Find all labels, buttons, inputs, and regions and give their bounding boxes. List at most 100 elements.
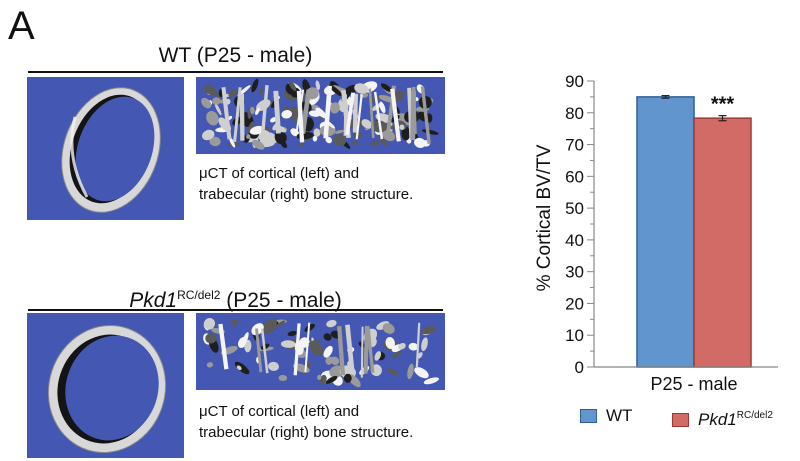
legend-swatch-wt (580, 409, 597, 423)
trabecula-strut (201, 97, 212, 109)
trabecula-strut (312, 135, 318, 142)
trabecula-strut (407, 363, 414, 380)
trabecula-strut (398, 342, 406, 350)
trabecula-strut (250, 106, 255, 115)
trabecula-column (390, 88, 401, 142)
trabecula-strut (317, 374, 322, 380)
trabecula-strut (274, 130, 287, 145)
wt-cortical-ring-graphic (61, 87, 161, 213)
trabecula-strut (423, 377, 440, 385)
trabecula-strut (323, 345, 333, 358)
trabecula-strut (333, 134, 347, 146)
trabecula-strut (258, 88, 264, 95)
trabecula-strut (387, 368, 399, 376)
trabecula-strut (379, 101, 386, 114)
mutant-allele-superscript: RC/del2 (177, 288, 221, 302)
trabecula-strut (203, 84, 216, 95)
trabecula-strut (414, 137, 426, 148)
trabecula-strut (315, 107, 327, 119)
trabecula-strut (319, 374, 327, 385)
mutant-caption-line-1: μCT of cortical (left) and (199, 403, 360, 420)
mutant-gene-name: Pkd1 (129, 289, 178, 312)
trabecula-strut (209, 136, 221, 147)
trabecula-strut (313, 128, 321, 137)
legend-label-mutant-superscript: RC/del2 (736, 410, 773, 421)
trabecula-strut (262, 318, 277, 334)
trabecula-strut (315, 80, 321, 91)
trabecula-column (255, 328, 263, 373)
trabecula-strut (421, 325, 437, 335)
mutant-group-title: Pkd1RC/del2 (P25 - male) (28, 283, 443, 313)
trabecula-column (352, 93, 358, 133)
trabecula-strut (255, 107, 260, 116)
legend-item-wt: WT (580, 406, 632, 426)
trabecula-strut (381, 129, 396, 142)
trabecula-strut (392, 350, 402, 359)
x-tick-label: P25 - male (650, 374, 737, 394)
cortical-bvtv-bar-chart: % Cortical BV/TV 0 10 20 30 40 50 60 70 80 90 P25… (534, 72, 778, 394)
trabecula-strut (206, 362, 214, 368)
trabecula-strut (401, 126, 411, 141)
y-tick-label: 40 (565, 231, 584, 250)
y-tick-label: 50 (565, 199, 584, 218)
trabecula-strut (361, 119, 372, 129)
trabecula-strut (230, 318, 238, 327)
trabecula-column (373, 91, 384, 140)
trabecula-column (337, 326, 346, 376)
trabecula-strut (385, 337, 395, 349)
mutant-trabecular-image (196, 313, 445, 390)
trabecula-strut (399, 124, 405, 130)
trabecula-strut (325, 375, 338, 384)
trabecula-strut (330, 356, 340, 365)
trabecula-strut (234, 361, 250, 375)
trabecula-strut (268, 361, 279, 371)
trabecula-strut (270, 117, 277, 123)
trabecula-strut (274, 320, 286, 329)
wt-title-rule (28, 71, 443, 73)
bars (636, 95, 752, 368)
trabecula-strut (205, 333, 217, 344)
bar-wt (636, 96, 695, 368)
trabecula-column (323, 85, 332, 139)
y-axis-label: % Cortical BV/TV (534, 144, 555, 291)
trabecula-strut (380, 83, 392, 92)
trabecula-strut (280, 340, 296, 348)
trabecula-strut (247, 121, 255, 134)
trabecula-strut (278, 374, 288, 382)
y-tick-label: 90 (565, 72, 584, 91)
trabecula-column (415, 322, 421, 369)
trabecula-strut (329, 365, 344, 378)
wt-group-title: WT (P25 - male) (158, 44, 313, 67)
panel-label: A (8, 4, 35, 48)
trabecula-strut (246, 134, 251, 139)
trabecula-strut (236, 365, 242, 371)
trabecula-strut (408, 342, 419, 351)
trabecula-strut (212, 97, 221, 105)
trabecula-strut (252, 139, 265, 150)
trabecula-column (420, 86, 431, 144)
mutant-title-rule (28, 309, 443, 311)
trabecula-strut (251, 78, 259, 93)
trabecula-column (260, 84, 269, 142)
legend-label-wt: WT (606, 406, 633, 425)
trabecula-strut (325, 356, 333, 365)
legend-swatch-mutant (672, 413, 689, 427)
trabecula-strut (370, 140, 380, 147)
trabecula-strut (354, 83, 369, 94)
trabecula-strut (241, 332, 249, 347)
legend-label-mutant-gene: Pkd1 (698, 410, 737, 429)
trabecula-column (355, 94, 363, 140)
trabecula-strut (421, 337, 428, 352)
legend-item-mutant: Pkd1RC/del2 (672, 406, 773, 430)
bar-mutant (693, 117, 752, 368)
y-tick-label: 80 (565, 104, 584, 123)
trabecula-strut (249, 125, 265, 135)
wt-caption-line-2: trabecular (right) bone structure. (199, 186, 414, 203)
y-tick-label: 30 (565, 263, 584, 282)
trabecula-strut (334, 129, 344, 134)
trabecula-column (221, 86, 232, 140)
y-tick-label: 10 (565, 326, 584, 345)
trabecula-strut (374, 351, 382, 361)
trabecula-column (218, 323, 229, 370)
trabecula-strut (343, 373, 352, 383)
